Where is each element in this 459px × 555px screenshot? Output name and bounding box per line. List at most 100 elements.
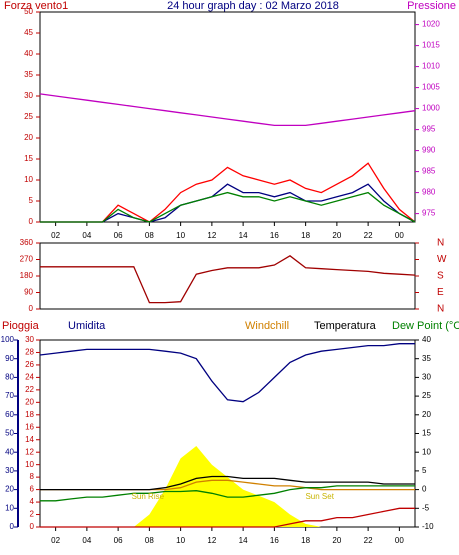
x-tick-label: 10 <box>176 231 185 240</box>
y3-tick-label: 20 <box>5 485 14 494</box>
area <box>40 446 415 527</box>
line <box>40 507 415 528</box>
y2-tick-label: -10 <box>422 522 434 531</box>
y2-tick-label: 980 <box>422 188 436 197</box>
y-tick-label: 90 <box>24 288 33 297</box>
legend-label: Temperatura <box>314 320 377 332</box>
y2-tick-label: 40 <box>422 335 431 344</box>
x-tick-label: 16 <box>270 231 279 240</box>
chart-title: 24 hour graph day : 02 Marzo 2018 <box>167 0 339 12</box>
y-tick-label: 20 <box>24 133 33 142</box>
annotation: Sun Set <box>305 492 334 501</box>
annotation: Sun Rise <box>132 492 165 501</box>
y-tick-label: 270 <box>20 255 34 264</box>
line <box>40 485 415 502</box>
y3-tick-label: 40 <box>5 447 14 456</box>
x-tick-label: 16 <box>270 536 279 545</box>
line <box>40 191 416 223</box>
y-tick-label: 40 <box>24 49 33 58</box>
y-tick-label: 10 <box>25 460 34 469</box>
y-tick-label: 18 <box>25 410 34 419</box>
x-tick-label: 12 <box>207 231 216 240</box>
y2-tick-label: 1000 <box>422 104 440 113</box>
x-tick-label: 14 <box>239 536 248 545</box>
y-tick-label: 22 <box>25 385 34 394</box>
y2-tick-label: 995 <box>422 125 436 134</box>
y-tick-label: 20 <box>25 397 34 406</box>
y-tick-label: 8 <box>30 472 35 481</box>
y2-tick-label: 1020 <box>422 20 440 29</box>
y2-tick-label: 15 <box>422 429 431 438</box>
x-tick-label: 22 <box>364 231 373 240</box>
y3-tick-label: 50 <box>5 429 14 438</box>
y2-tick-label: 30 <box>422 373 431 382</box>
y-tick-label: 12 <box>25 447 34 456</box>
legend-label: Umidita <box>68 320 106 332</box>
x-tick-label: 08 <box>145 231 154 240</box>
y3-tick-label: 100 <box>1 335 15 344</box>
y2-tick-label: 0 <box>422 485 427 494</box>
y-tick-label: 6 <box>30 485 35 494</box>
y-tick-label: 30 <box>24 91 33 100</box>
x-tick-label: 20 <box>332 536 341 545</box>
y2-tick-label: 5 <box>422 466 427 475</box>
y-tick-label: 50 <box>24 7 33 16</box>
line <box>40 255 416 304</box>
x-tick-label: 04 <box>82 231 91 240</box>
y-tick-label: 25 <box>24 112 33 121</box>
x-tick-label: 02 <box>51 231 60 240</box>
x-tick-label: 22 <box>364 536 373 545</box>
y3-tick-label: 80 <box>5 373 14 382</box>
y2-tick-label: N <box>437 238 444 249</box>
y-tick-label: 24 <box>25 373 34 382</box>
y3-tick-label: 90 <box>5 354 14 363</box>
y-tick-label: 2 <box>30 510 35 519</box>
x-tick-label: 08 <box>145 536 154 545</box>
y-tick-label: 4 <box>30 497 35 506</box>
y3-tick-label: 70 <box>5 391 14 400</box>
legend-label: Dew Point (°C <box>392 320 459 332</box>
y2-tick-label: E <box>437 287 444 298</box>
pressure-label: Pressione <box>407 0 456 12</box>
y2-tick-label: 10 <box>422 447 431 456</box>
y-tick-label: 10 <box>24 175 33 184</box>
y-tick-label: 0 <box>30 522 35 531</box>
y-tick-label: 30 <box>25 335 34 344</box>
y2-tick-label: 1005 <box>422 83 440 92</box>
y3-tick-label: 30 <box>5 466 14 475</box>
x-tick-label: 20 <box>332 231 341 240</box>
x-tick-label: 00 <box>395 231 404 240</box>
y-tick-label: 16 <box>25 422 34 431</box>
y2-tick-label: 990 <box>422 146 436 155</box>
legend-label: Windchill <box>245 320 289 332</box>
x-tick-label: 02 <box>51 536 60 545</box>
line <box>40 475 415 491</box>
x-tick-label: 14 <box>239 231 248 240</box>
x-tick-label: 06 <box>114 231 123 240</box>
y-tick-label: 5 <box>29 196 34 205</box>
y3-tick-label: 60 <box>5 410 14 419</box>
y-tick-label: 14 <box>25 435 34 444</box>
x-tick-label: 00 <box>395 536 404 545</box>
x-tick-label: 12 <box>207 536 216 545</box>
x-tick-label: 18 <box>301 231 310 240</box>
y2-tick-label: 985 <box>422 167 436 176</box>
y-tick-label: 15 <box>24 154 33 163</box>
y-tick-label: 28 <box>25 348 34 357</box>
y-tick-label: 0 <box>29 217 34 226</box>
y-tick-label: 180 <box>20 271 34 280</box>
y2-tick-label: N <box>437 304 444 315</box>
y2-tick-label: 1015 <box>422 41 440 50</box>
y2-tick-label: W <box>437 254 447 265</box>
line <box>39 343 415 403</box>
y-tick-label: 45 <box>24 28 33 37</box>
y-tick-label: 0 <box>29 304 34 313</box>
y-tick-label: 360 <box>20 238 34 247</box>
x-tick-label: 06 <box>114 536 123 545</box>
line <box>39 93 416 127</box>
x-tick-label: 18 <box>301 536 310 545</box>
x-tick-label: 10 <box>176 536 185 545</box>
y-tick-label: 26 <box>25 360 34 369</box>
